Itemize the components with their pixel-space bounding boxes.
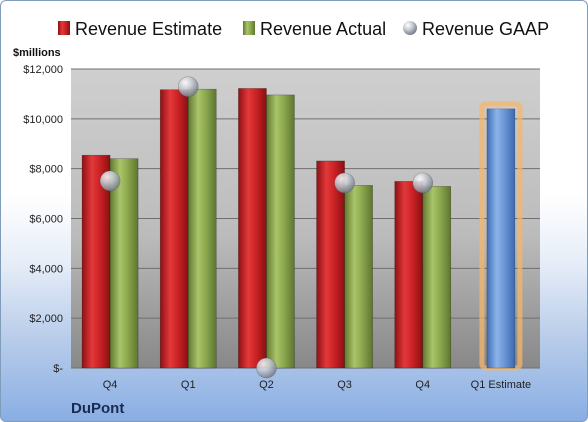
y-axis-ticks: $- $2,000 $4,000 $6,000 $8,000 $10,000 $12,000 bbox=[23, 64, 63, 375]
gaap-marker bbox=[99, 170, 121, 192]
bar-forecast-estimate bbox=[486, 108, 516, 369]
gaap-marker bbox=[256, 357, 277, 379]
y-tick-label: $8,000 bbox=[29, 164, 63, 176]
bar-revenue-estimate bbox=[238, 88, 267, 369]
x-tick-label: Q4 bbox=[415, 379, 430, 391]
y-tick-label: $- bbox=[53, 363, 63, 375]
legend-label-estimate: Revenue Estimate bbox=[75, 19, 222, 39]
bar-revenue-actual bbox=[187, 88, 217, 369]
y-unit-label: $millions bbox=[13, 47, 61, 59]
x-tick-label: Q1 bbox=[181, 379, 196, 391]
y-tick-label: $12,000 bbox=[23, 64, 63, 76]
gaap-marker bbox=[334, 172, 355, 194]
legend-swatch-gaap bbox=[403, 21, 417, 35]
gaap-markers bbox=[99, 76, 434, 379]
x-tick-label: Q2 bbox=[259, 379, 274, 391]
x-tick-label: Q4 bbox=[103, 379, 118, 391]
bar-revenue-estimate bbox=[316, 160, 345, 369]
x-axis-ticks: Q4 Q1 Q2 Q3 Q4 Q1 Estimate bbox=[103, 379, 531, 391]
y-tick-label: $6,000 bbox=[29, 214, 63, 226]
gaap-marker bbox=[412, 172, 434, 194]
bar-revenue-actual bbox=[266, 94, 295, 369]
x-tick-label: Q3 bbox=[337, 379, 352, 391]
bar-revenue-actual bbox=[422, 186, 452, 369]
y-tick-label: $4,000 bbox=[29, 263, 63, 275]
legend-label-gaap: Revenue GAAP bbox=[422, 19, 549, 39]
company-name: DuPont bbox=[71, 400, 124, 417]
bar-revenue-estimate bbox=[159, 89, 189, 369]
y-tick-label: $2,000 bbox=[29, 313, 63, 325]
y-tick-label: $10,000 bbox=[23, 114, 63, 126]
gridlines bbox=[71, 68, 540, 369]
legend: Revenue Estimate Revenue Actual Revenue … bbox=[58, 19, 549, 39]
bar-revenue-actual bbox=[344, 185, 373, 369]
bar-revenue-estimate bbox=[394, 181, 424, 369]
gaap-marker bbox=[177, 76, 199, 97]
x-tick-label: Q1 Estimate bbox=[471, 379, 532, 391]
legend-label-actual: Revenue Actual bbox=[260, 19, 386, 39]
legend-swatch-estimate bbox=[58, 21, 70, 35]
legend-swatch-actual bbox=[243, 21, 255, 35]
bars bbox=[81, 88, 523, 371]
bar-revenue-actual bbox=[109, 158, 139, 369]
